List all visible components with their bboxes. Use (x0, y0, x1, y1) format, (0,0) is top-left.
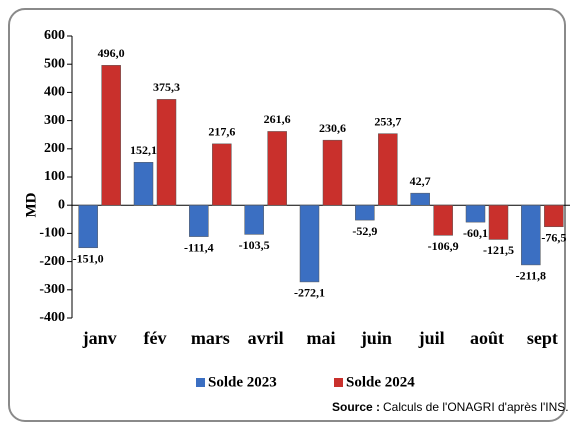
value-label: 152,1 (130, 143, 157, 157)
bar (101, 65, 121, 206)
y-tick-label: 500 (44, 56, 65, 71)
source-text: Calculs de l'ONAGRI d'après l'INS. (383, 400, 569, 414)
bar (78, 204, 98, 249)
bar (544, 204, 564, 228)
bar (299, 204, 320, 283)
value-label: 375,3 (153, 80, 180, 94)
y-tick-label: 100 (44, 169, 65, 184)
legend-swatch (196, 378, 205, 387)
value-label: -121,5 (483, 243, 514, 257)
y-tick-label: -100 (39, 226, 65, 241)
value-label: -103,5 (239, 238, 270, 252)
x-tick-label: août (470, 328, 504, 348)
y-tick-label: -200 (39, 254, 65, 269)
y-tick-label: 400 (44, 85, 65, 100)
x-tick-label: juil (418, 328, 445, 348)
legend-swatch (334, 378, 343, 387)
bar (244, 204, 264, 235)
source-label: Source : (332, 400, 380, 414)
bar (322, 139, 343, 206)
value-label: -272,1 (294, 286, 325, 300)
value-label: 253,7 (374, 114, 401, 128)
x-tick-label: mai (307, 328, 336, 348)
x-tick-label: mars (191, 328, 230, 348)
y-tick-label: -400 (39, 310, 65, 325)
chart-frame (8, 8, 566, 422)
legend-label: Solde 2023 (208, 374, 277, 390)
bar (133, 162, 154, 206)
value-label: -111,4 (184, 240, 214, 254)
bar (355, 204, 375, 221)
y-tick-label: -300 (39, 282, 65, 297)
value-label: -106,9 (428, 239, 459, 253)
bar (433, 204, 453, 236)
y-axis-label: MD (23, 192, 39, 217)
value-label: 261,6 (264, 112, 291, 126)
value-label: -60,1 (463, 226, 488, 240)
bar (212, 143, 232, 206)
x-tick-label: janv (82, 328, 117, 348)
value-label: -76,5 (541, 231, 566, 245)
value-label: 496,0 (98, 46, 125, 60)
y-tick-label: 600 (44, 28, 65, 43)
value-label: 217,6 (208, 125, 235, 139)
y-tick-label: 300 (44, 113, 65, 128)
value-label: -151,0 (73, 252, 104, 266)
bar (378, 133, 398, 206)
y-tick-label: 0 (58, 197, 65, 212)
bar (465, 204, 486, 223)
bar (488, 204, 509, 240)
value-label: -211,8 (516, 269, 546, 283)
bar (267, 131, 287, 206)
value-label: 42,7 (410, 174, 431, 188)
x-tick-label: avril (248, 328, 284, 348)
x-tick-label: juin (360, 328, 392, 348)
x-tick-label: sept (527, 328, 558, 348)
y-tick-label: 200 (44, 141, 65, 156)
bar (521, 204, 541, 266)
bar (156, 99, 177, 206)
legend-label: Solde 2024 (346, 374, 415, 390)
x-tick-label: fév (144, 328, 167, 348)
bar (189, 204, 209, 237)
value-label: 230,6 (319, 121, 346, 135)
value-label: -52,9 (352, 224, 377, 238)
bar (410, 192, 430, 206)
